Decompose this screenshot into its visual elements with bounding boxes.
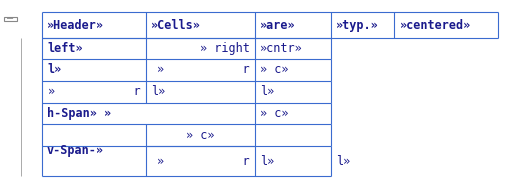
Text: »centered»: »centered» [399,18,470,32]
Text: »           r: » r [48,85,140,98]
Text: »are»: »are» [260,18,295,32]
Text: » c»: » c» [260,107,288,120]
Text: » c»: » c» [260,63,288,76]
Text: »typ.»: »typ.» [335,18,378,32]
Text: l»: l» [151,85,165,98]
Text: »Cells»: »Cells» [151,18,201,32]
Text: l»: l» [335,155,350,168]
FancyBboxPatch shape [4,17,17,21]
Text: »           r: » r [157,155,249,168]
Text: l»: l» [260,85,274,98]
Text: »cntr»: »cntr» [260,42,302,55]
Text: » c»: » c» [186,129,214,142]
Text: l»: l» [47,63,61,76]
Text: −: − [6,14,14,24]
Text: v-Span-»: v-Span-» [47,144,104,157]
Text: h-Span» »: h-Span» » [47,107,111,120]
Text: left»: left» [47,42,82,55]
Text: » right: » right [200,42,249,55]
Text: »           r: » r [157,63,249,76]
Text: »Header»: »Header» [47,18,104,32]
Text: l»: l» [260,155,274,168]
